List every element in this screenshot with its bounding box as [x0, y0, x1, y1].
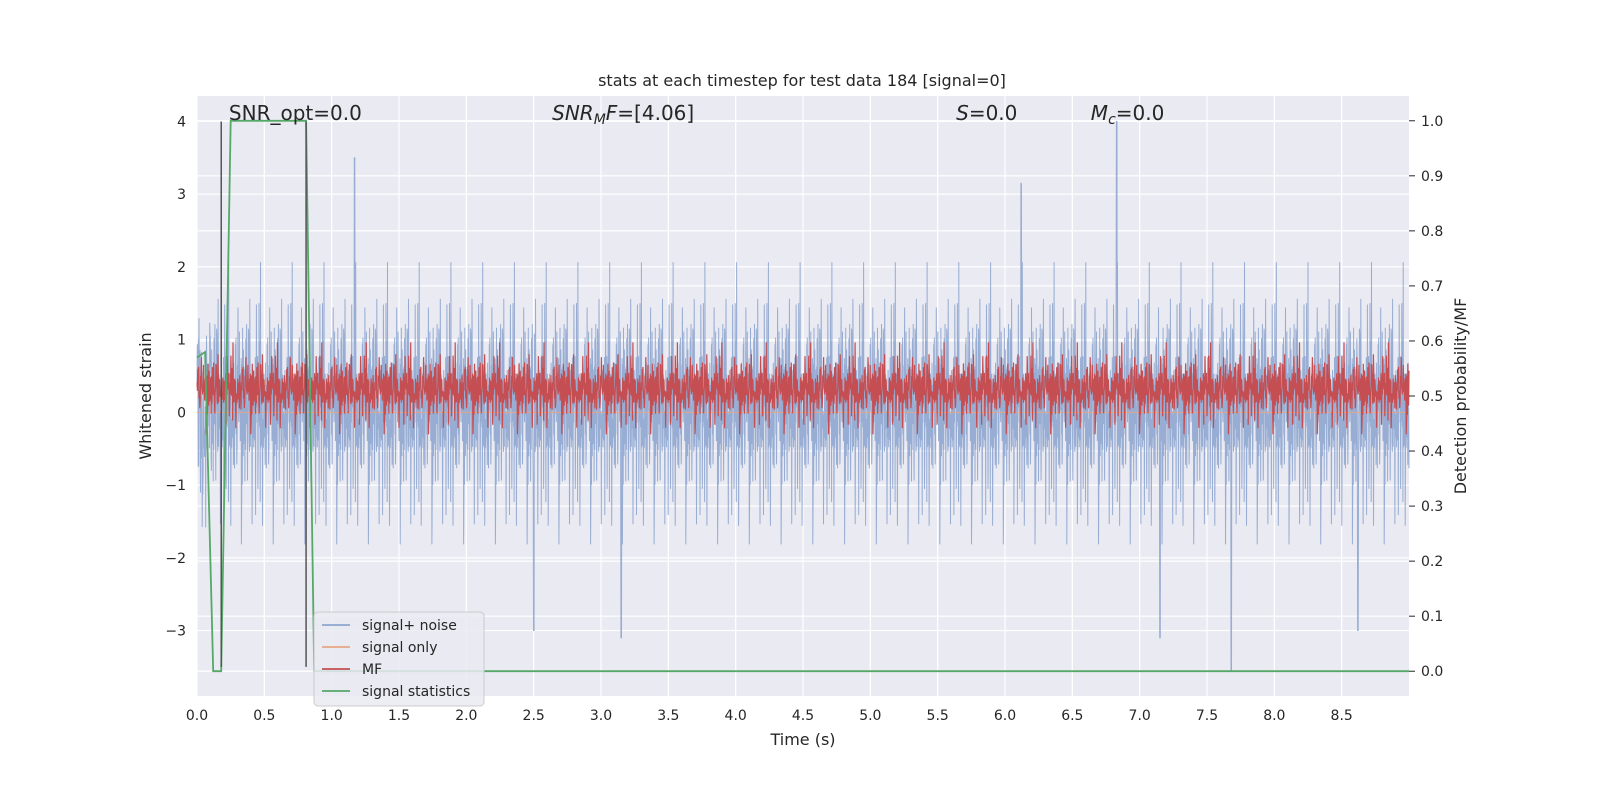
annotation-text: S=0.0 [956, 101, 1017, 125]
x-tick-label: 2.5 [523, 708, 545, 724]
annotations: SNR_opt=0.0 SNRMF=[4.06] S=0.0 Mc=0.0 [229, 101, 1164, 128]
left-tick-label: 2 [177, 260, 186, 276]
left-tick-label: −3 [165, 624, 186, 640]
x-tick-label: 3.0 [590, 708, 612, 724]
annotation-text: SNR_opt=0.0 [229, 101, 362, 125]
x-tick-label: 8.5 [1331, 708, 1353, 724]
right-tick-label: 0.6 [1421, 334, 1443, 350]
x-tick-label: 5.5 [927, 708, 949, 724]
x-tick-label: 4.0 [725, 708, 747, 724]
x-tick-label: 5.0 [859, 708, 881, 724]
legend-label: MF [362, 662, 382, 678]
legend-label: signal+ noise [362, 618, 457, 634]
left-tick-label: 3 [177, 187, 186, 203]
left-tick-label: 0 [177, 405, 186, 421]
legend: signal+ noise signal only MF signal statist… [313, 611, 485, 707]
x-tick-label: 1.0 [321, 708, 343, 724]
x-tick-label: 7.0 [1129, 708, 1151, 724]
x-tick-label: 3.5 [657, 708, 679, 724]
legend-box [313, 611, 485, 707]
right-tick-label: 1.0 [1421, 114, 1443, 130]
x-axis-ticks: 0.0 0.5 1.0 1.5 2.0 2.5 3.0 3.5 4.0 4.5 5.0 5.5 6.0 6… [186, 708, 1353, 724]
x-tick-label: 0.0 [186, 708, 208, 724]
right-tick-label: 0.7 [1421, 279, 1443, 295]
legend-label: signal only [362, 640, 437, 656]
x-tick-label: 7.5 [1196, 708, 1218, 724]
x-tick-label: 6.0 [994, 708, 1016, 724]
right-tick-label: 0.0 [1421, 664, 1443, 680]
series-mf [196, 342, 1410, 435]
x-tick-label: 2.0 [455, 708, 477, 724]
annotation-text: Mc=0.0 [1091, 101, 1165, 128]
series-signal-statistics [196, 119, 1409, 673]
chart-title: stats at each timestep for test data 184… [598, 71, 1006, 90]
x-tick-label: 0.5 [253, 708, 275, 724]
left-axis-label: Whitened strain [136, 332, 155, 459]
left-axis-ticks: −3 −2 −1 0 1 2 3 4 [165, 114, 186, 639]
x-tick-label: 6.5 [1061, 708, 1083, 724]
right-tick-label: 0.3 [1421, 499, 1443, 515]
x-tick-label: 1.5 [388, 708, 410, 724]
right-tick-label: 0.5 [1421, 389, 1443, 405]
right-tick-label: 0.2 [1421, 554, 1443, 570]
annotation-text: SNRMF=[4.06] [552, 101, 694, 128]
right-axis-ticks: 0.0 0.1 0.2 0.3 0.4 0.5 0.6 0.7 0.8 0.9 1.0 [1409, 114, 1443, 680]
series-signal-noise [196, 121, 1410, 671]
left-tick-label: −1 [165, 478, 186, 494]
right-tick-label: 0.9 [1421, 169, 1443, 185]
left-tick-label: −2 [165, 551, 186, 567]
left-tick-label: 4 [177, 114, 186, 130]
series-layer [196, 119, 1410, 673]
x-axis-label: Time (s) [769, 730, 835, 749]
legend-label: signal statistics [362, 684, 470, 700]
vertical-markers [220, 121, 307, 667]
right-tick-label: 0.8 [1421, 224, 1443, 240]
x-tick-label: 8.0 [1263, 708, 1285, 724]
left-tick-label: 1 [177, 333, 186, 349]
right-tick-label: 0.1 [1421, 609, 1443, 625]
right-axis-label: Detection probability/MF [1451, 298, 1470, 495]
right-tick-label: 0.4 [1421, 444, 1443, 460]
x-tick-label: 4.5 [792, 708, 814, 724]
